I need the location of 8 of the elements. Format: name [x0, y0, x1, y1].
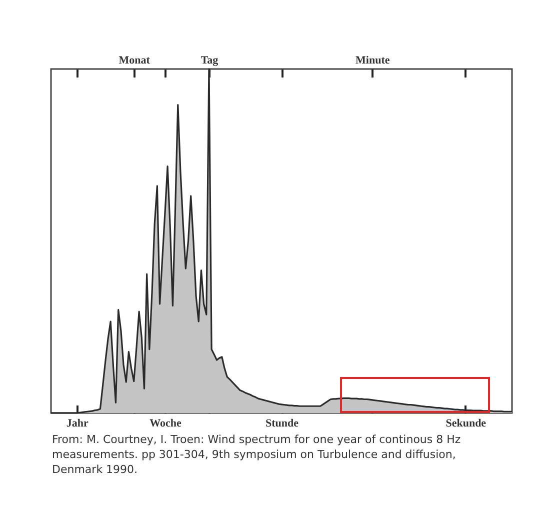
text: From: M. Courtney, I. Troen: Wind spectrum for one year of continous 8 Hz measurements. pp 301-304, 9th symposium on Turbulence and diffusion, Denmark 1990. — [52, 432, 462, 477]
x-tick-label: Woche — [150, 418, 182, 430]
x-tick-label: Sekunde — [446, 418, 486, 430]
x-tick-label: Minute — [356, 54, 390, 66]
x-tick-label: Tag — [200, 54, 219, 66]
x-tick-label: Jahr — [66, 418, 89, 430]
x-tick-label: Stunde — [265, 418, 299, 430]
x-tick-label: Monat — [118, 54, 150, 66]
